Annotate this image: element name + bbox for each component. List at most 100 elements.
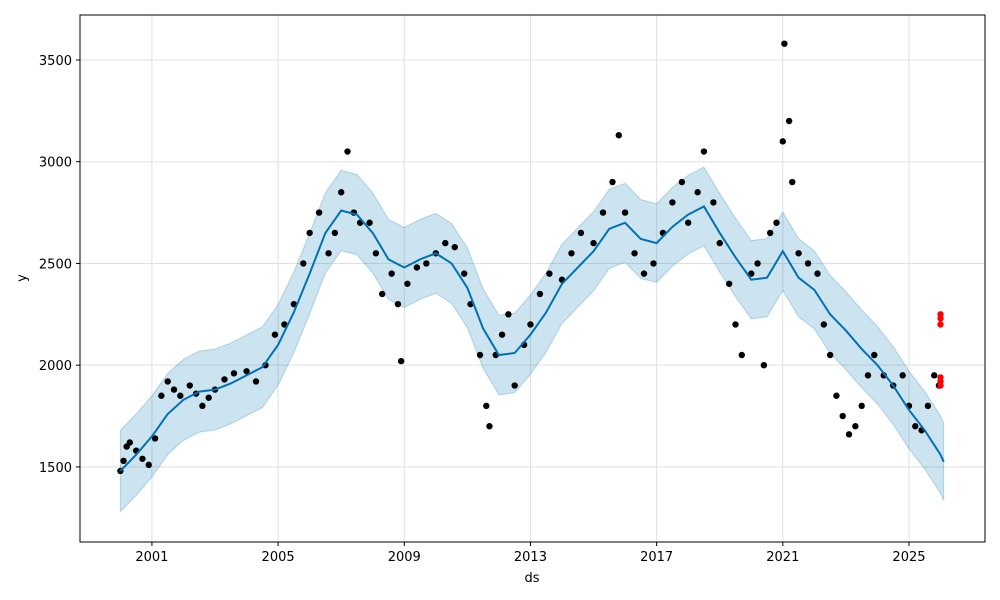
observed-point — [271, 331, 279, 338]
test-point — [937, 321, 944, 328]
observed-point — [476, 351, 484, 359]
observed-point — [871, 351, 878, 359]
uncertainty-band — [119, 166, 945, 513]
observed-point — [760, 361, 768, 369]
observed-point — [785, 117, 793, 125]
observed-point — [300, 260, 307, 267]
observed-point — [158, 392, 165, 399]
observed-point — [423, 260, 430, 267]
observed-point — [378, 290, 386, 298]
y-axis-label: y — [15, 274, 30, 282]
forecast-path — [119, 205, 945, 472]
observed-point — [397, 357, 405, 365]
forecast-line — [119, 205, 945, 472]
observed-point — [413, 264, 421, 271]
observed-point — [252, 378, 260, 385]
observed-point — [669, 199, 676, 206]
observed-point — [145, 461, 152, 469]
observed-point — [394, 300, 402, 308]
grid — [80, 15, 985, 542]
observed-point — [609, 178, 616, 186]
observed-point — [527, 321, 534, 328]
observed-point — [337, 189, 345, 196]
observed-point — [725, 280, 733, 287]
y-tick-label: 3000 — [39, 156, 72, 171]
observed-point — [344, 148, 351, 155]
observed-point — [852, 423, 859, 430]
observed-point — [451, 243, 458, 251]
y-tick-label: 2500 — [39, 257, 72, 272]
observed-point — [577, 229, 585, 237]
observed-point — [170, 386, 178, 393]
x-axis-label: ds — [524, 571, 539, 586]
observed-point — [199, 402, 206, 410]
observed-point — [716, 239, 723, 247]
plot-frame — [79, 14, 986, 543]
observed-point — [281, 321, 288, 328]
observed-point — [315, 209, 323, 216]
observed-point — [366, 219, 373, 226]
observed-point — [164, 378, 171, 385]
observed-point — [151, 435, 159, 442]
observed-point — [766, 229, 774, 237]
x-tick-label: 2017 — [640, 550, 673, 565]
observed-point — [230, 370, 238, 377]
observed-point — [845, 431, 853, 438]
observed-point — [779, 138, 787, 145]
x-tick-label: 2025 — [892, 550, 925, 565]
observed-point — [536, 290, 544, 298]
observed-point — [754, 260, 761, 267]
observed-point — [773, 219, 780, 226]
observed-point — [931, 372, 938, 379]
observed-point — [590, 239, 597, 247]
observed-point — [804, 260, 812, 267]
observed-point — [640, 270, 648, 277]
observed-points — [117, 40, 943, 475]
observed-point — [789, 178, 796, 186]
observed-point — [912, 423, 919, 430]
uncertainty-band-area — [119, 166, 945, 513]
y-tick-label: 3500 — [39, 54, 72, 69]
observed-point — [858, 402, 865, 410]
observed-point — [177, 392, 184, 399]
observed-point — [814, 270, 821, 277]
observed-point — [546, 270, 553, 277]
y-tick-label: 1500 — [39, 461, 72, 476]
x-tick-label: 2005 — [262, 550, 295, 565]
observed-point — [732, 321, 739, 328]
observed-point — [511, 382, 518, 389]
observed-point — [684, 219, 692, 226]
observed-point — [498, 331, 506, 338]
observed-point — [694, 189, 701, 196]
observed-point — [461, 270, 468, 277]
x-tick-label: 2001 — [135, 550, 168, 565]
observed-point — [120, 457, 127, 465]
observed-point — [820, 321, 828, 328]
test-point — [937, 315, 944, 322]
observed-point — [221, 376, 228, 383]
observed-point — [599, 209, 607, 216]
observed-point — [186, 382, 193, 389]
test-points — [937, 311, 944, 389]
axis-ticks: 2001 2005 2009 2013 2017 2021 2025 1500 2000 2500… — [39, 54, 926, 565]
observed-point — [833, 392, 840, 399]
x-tick-label: 2013 — [514, 550, 547, 565]
observed-point — [243, 368, 250, 375]
observed-point — [404, 280, 411, 287]
observed-point — [325, 250, 332, 257]
observed-point — [748, 270, 755, 277]
observed-point — [615, 132, 622, 139]
observed-point — [864, 372, 872, 379]
observed-point — [486, 423, 493, 430]
observed-point — [678, 178, 686, 186]
observed-point — [650, 260, 657, 267]
observed-point — [700, 148, 708, 155]
observed-point — [899, 372, 906, 379]
observed-point — [710, 199, 717, 206]
observed-point — [839, 412, 846, 420]
observed-point — [826, 351, 834, 359]
test-point — [937, 382, 944, 389]
observed-point — [505, 311, 512, 318]
observed-point — [924, 402, 932, 410]
